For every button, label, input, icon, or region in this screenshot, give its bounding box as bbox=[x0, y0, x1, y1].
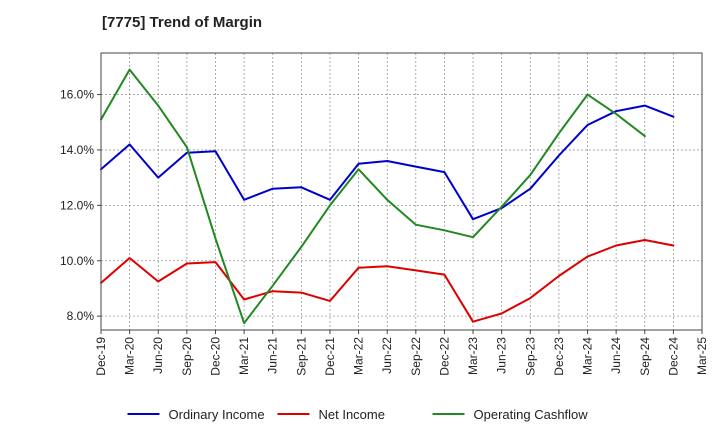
y-tick-label: 14.0% bbox=[60, 143, 94, 157]
plot-frame bbox=[100, 52, 703, 331]
axis-layer: 8.0% 10.0% 12.0% 14.0% 16.0% Dec-19 Mar-20 Jun-… bbox=[60, 52, 709, 376]
y-tick-label: 8.0% bbox=[67, 309, 95, 323]
x-tick-label: Mar-20 bbox=[123, 337, 137, 375]
x-tick-label: Sep-22 bbox=[409, 337, 423, 376]
x-tick-label: Mar-21 bbox=[237, 337, 251, 375]
y-tick-label: 16.0% bbox=[60, 88, 94, 102]
series-layer bbox=[100, 68, 675, 325]
x-tick-label: Jun-20 bbox=[151, 337, 165, 374]
x-tick-label: Dec-21 bbox=[323, 337, 337, 376]
x-tick-label: Jun-23 bbox=[495, 337, 509, 374]
x-tick-label: Dec-20 bbox=[208, 337, 222, 376]
x-tick-label: Jun-24 bbox=[609, 337, 623, 374]
x-tick-label: Sep-21 bbox=[294, 337, 308, 376]
legend-label: Ordinary Income bbox=[169, 407, 265, 422]
x-tick-label: Mar-24 bbox=[581, 337, 595, 375]
series-line-net-income bbox=[100, 239, 675, 323]
legend-label: Net Income bbox=[319, 407, 385, 422]
x-tick-label: Dec-19 bbox=[94, 337, 108, 376]
legend-layer: Ordinary Income Net Income Operating Cashf… bbox=[127, 407, 589, 422]
x-tick-label: Dec-22 bbox=[437, 337, 451, 376]
x-tick-label: Mar-23 bbox=[466, 337, 480, 375]
x-tick-label: Dec-23 bbox=[552, 337, 566, 376]
x-tick-label: Jun-22 bbox=[380, 337, 394, 374]
x-tick-label: Sep-23 bbox=[523, 337, 537, 376]
y-tick-label: 10.0% bbox=[60, 254, 94, 268]
x-tick-label: Mar-25 bbox=[695, 337, 709, 375]
series-line-ordinary-income bbox=[100, 104, 675, 221]
x-tick-label: Jun-21 bbox=[266, 337, 280, 374]
y-tick-label: 12.0% bbox=[60, 198, 94, 212]
x-tick-label: Dec-24 bbox=[666, 337, 680, 376]
x-tick-label: Mar-22 bbox=[352, 337, 366, 375]
series-line-operating-cashflow bbox=[100, 68, 646, 325]
grid-layer bbox=[101, 53, 702, 330]
legend-label: Operating Cashflow bbox=[474, 407, 589, 422]
chart-title: [7775] Trend of Margin bbox=[102, 14, 263, 31]
x-tick-label: Sep-24 bbox=[638, 337, 652, 376]
x-tick-label: Sep-20 bbox=[180, 337, 194, 376]
